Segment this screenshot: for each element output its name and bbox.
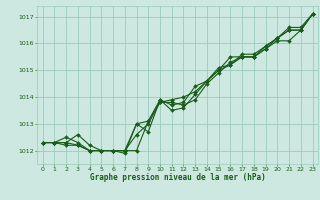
X-axis label: Graphe pression niveau de la mer (hPa): Graphe pression niveau de la mer (hPa) bbox=[90, 173, 266, 182]
